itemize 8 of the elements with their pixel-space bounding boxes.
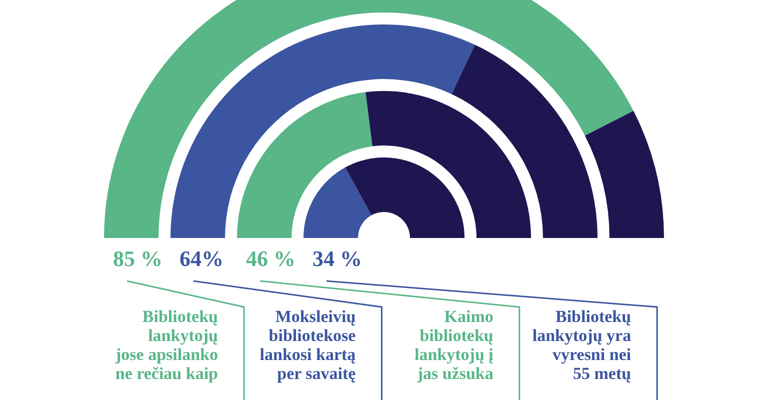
data-label: 34 % xyxy=(312,246,362,271)
data-label: 46 % xyxy=(246,246,296,271)
data-label: 64% xyxy=(179,246,224,271)
text: Bibliotekų lankytojų yra vyresni nei 55 metų xyxy=(532,307,632,383)
data-label: 85 % xyxy=(113,246,162,271)
text: Kaimo bibliotekų lankytojų į jas užsuka xyxy=(414,307,494,383)
text: Moksleivių bibliotekose lankosi kartą per savaitę xyxy=(260,307,356,383)
text: Bibliotekų lankytojų jose apsilanko ne rečiau kaip xyxy=(114,307,218,383)
